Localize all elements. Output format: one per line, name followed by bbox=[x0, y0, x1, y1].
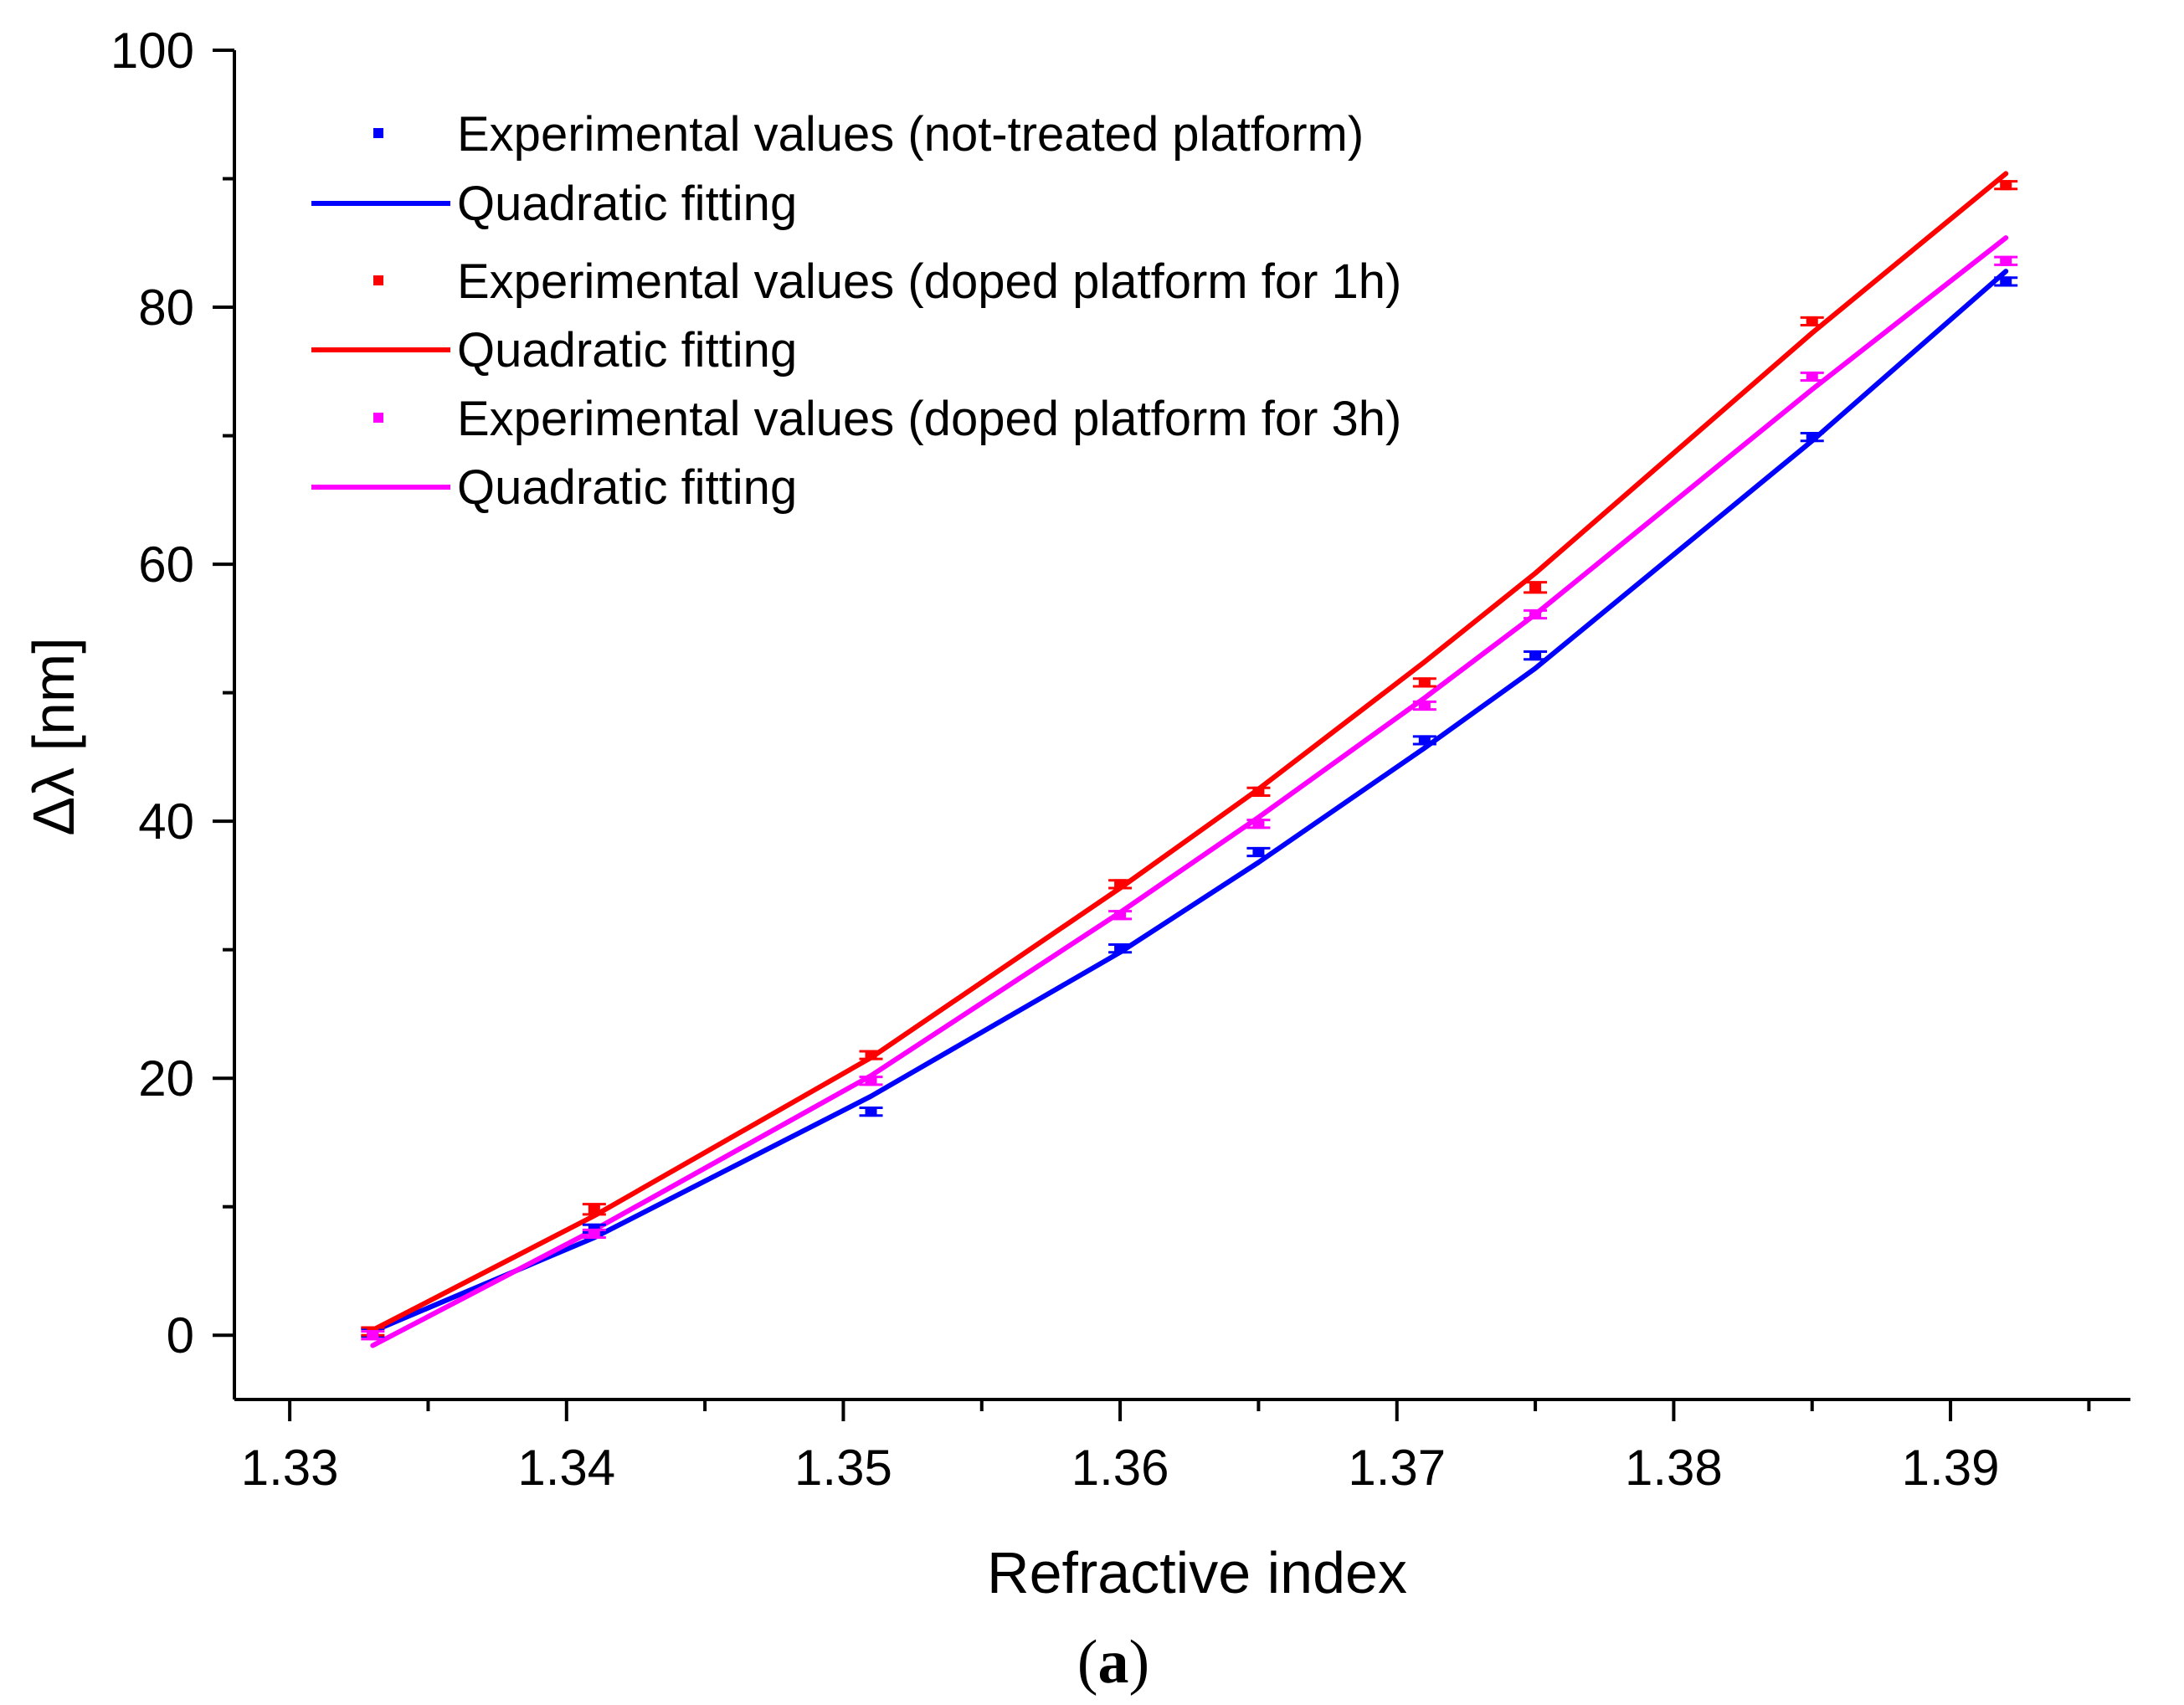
point-marker bbox=[1529, 582, 1542, 593]
data-point bbox=[859, 1107, 883, 1117]
axes bbox=[233, 50, 2130, 1401]
legend-point-swatch bbox=[373, 413, 383, 423]
fit-curve-line bbox=[370, 269, 2009, 1334]
data-point bbox=[1246, 819, 1271, 829]
point-marker bbox=[2000, 276, 2012, 287]
legend-label: Quadratic fitting bbox=[457, 323, 797, 377]
data-point bbox=[1994, 180, 2018, 191]
legend-point-swatch bbox=[373, 128, 383, 138]
point-marker bbox=[1418, 735, 1431, 746]
data-point bbox=[1108, 910, 1133, 921]
data-point bbox=[1524, 609, 1548, 620]
point-marker bbox=[1418, 700, 1431, 711]
y-axis-title: Δλ [nm] bbox=[21, 637, 86, 835]
legend-label: Experimental values (doped platform for … bbox=[457, 254, 1401, 309]
legend-label: Experimental values (doped platform for … bbox=[457, 392, 1401, 446]
legend-entry: Quadratic fitting bbox=[311, 323, 797, 377]
point-marker bbox=[1114, 910, 1127, 921]
ticks: 1.33 1.34 1.35 1.36 1.37 1.38 1.39 0 20 40 60 80 100 bbox=[110, 23, 2091, 1496]
point-marker bbox=[865, 1050, 877, 1060]
data-point bbox=[1524, 581, 1548, 594]
legend-label: Quadratic fitting bbox=[457, 460, 797, 515]
data-point bbox=[1994, 255, 2018, 266]
point-marker bbox=[1529, 609, 1542, 619]
point-marker bbox=[1529, 650, 1542, 661]
point-marker bbox=[1252, 819, 1265, 829]
fit-curve-line bbox=[370, 235, 2009, 1348]
y-tick-label: 100 bbox=[110, 23, 194, 79]
data-point bbox=[1800, 371, 1824, 383]
data-point bbox=[1108, 943, 1133, 954]
y-tick-label: 0 bbox=[167, 1307, 194, 1363]
data-point bbox=[1246, 846, 1271, 858]
data-point bbox=[1524, 650, 1548, 661]
point-marker bbox=[1114, 943, 1127, 954]
data-point bbox=[1246, 786, 1271, 797]
point-marker bbox=[2000, 255, 2012, 266]
data-points bbox=[361, 180, 2018, 1341]
point-marker bbox=[367, 1330, 379, 1341]
data-point bbox=[1800, 432, 1824, 443]
point-marker bbox=[1806, 371, 1818, 382]
point-marker bbox=[1252, 786, 1265, 797]
data-point bbox=[582, 1228, 606, 1240]
data-point bbox=[1994, 276, 2018, 287]
legend-entry: Experimental values (doped platform for … bbox=[373, 392, 1401, 446]
data-point bbox=[582, 1203, 606, 1216]
legend-point-swatch bbox=[373, 275, 383, 285]
point-marker bbox=[1806, 432, 1818, 443]
x-tick-label: 1.36 bbox=[1071, 1440, 1169, 1496]
data-point bbox=[1800, 316, 1824, 327]
legend: Experimental values (not-treated platfor… bbox=[311, 107, 1401, 515]
legend-label: Quadratic fitting bbox=[457, 177, 797, 231]
data-point bbox=[1412, 735, 1436, 746]
point-marker bbox=[865, 1076, 877, 1086]
x-tick-label: 1.33 bbox=[241, 1440, 339, 1496]
legend-entry: Quadratic fitting bbox=[311, 177, 797, 231]
legend-entry: Experimental values (not-treated platfor… bbox=[373, 107, 1364, 162]
point-marker bbox=[588, 1228, 600, 1239]
y-tick-label: 80 bbox=[138, 280, 194, 336]
y-tick-label: 40 bbox=[138, 793, 194, 850]
legend-entry: Experimental values (doped platform for … bbox=[373, 254, 1401, 309]
data-point bbox=[859, 1050, 883, 1060]
data-point bbox=[1108, 879, 1133, 890]
x-tick-label: 1.35 bbox=[794, 1440, 892, 1496]
x-tick-label: 1.34 bbox=[517, 1440, 615, 1496]
figure-caption: (a) bbox=[1077, 1628, 1149, 1697]
data-point bbox=[1412, 677, 1436, 688]
point-marker bbox=[1252, 846, 1265, 857]
y-tick-label: 20 bbox=[138, 1050, 194, 1107]
x-tick-label: 1.38 bbox=[1625, 1440, 1723, 1496]
point-marker bbox=[1114, 879, 1127, 890]
data-point bbox=[361, 1330, 385, 1341]
data-point bbox=[1412, 700, 1436, 711]
point-marker bbox=[865, 1107, 877, 1117]
point-marker bbox=[588, 1204, 600, 1215]
x-tick-label: 1.37 bbox=[1348, 1440, 1446, 1496]
legend-entry: Quadratic fitting bbox=[311, 460, 797, 515]
data-point bbox=[859, 1076, 883, 1086]
point-marker bbox=[2000, 180, 2012, 191]
legend-label: Experimental values (not-treated platfor… bbox=[457, 107, 1364, 162]
x-tick-label: 1.39 bbox=[1902, 1440, 2000, 1496]
point-marker bbox=[1418, 677, 1431, 688]
y-tick-label: 60 bbox=[138, 537, 194, 593]
point-marker bbox=[1806, 316, 1818, 326]
x-axis-title: Refractive index bbox=[987, 1540, 1407, 1605]
